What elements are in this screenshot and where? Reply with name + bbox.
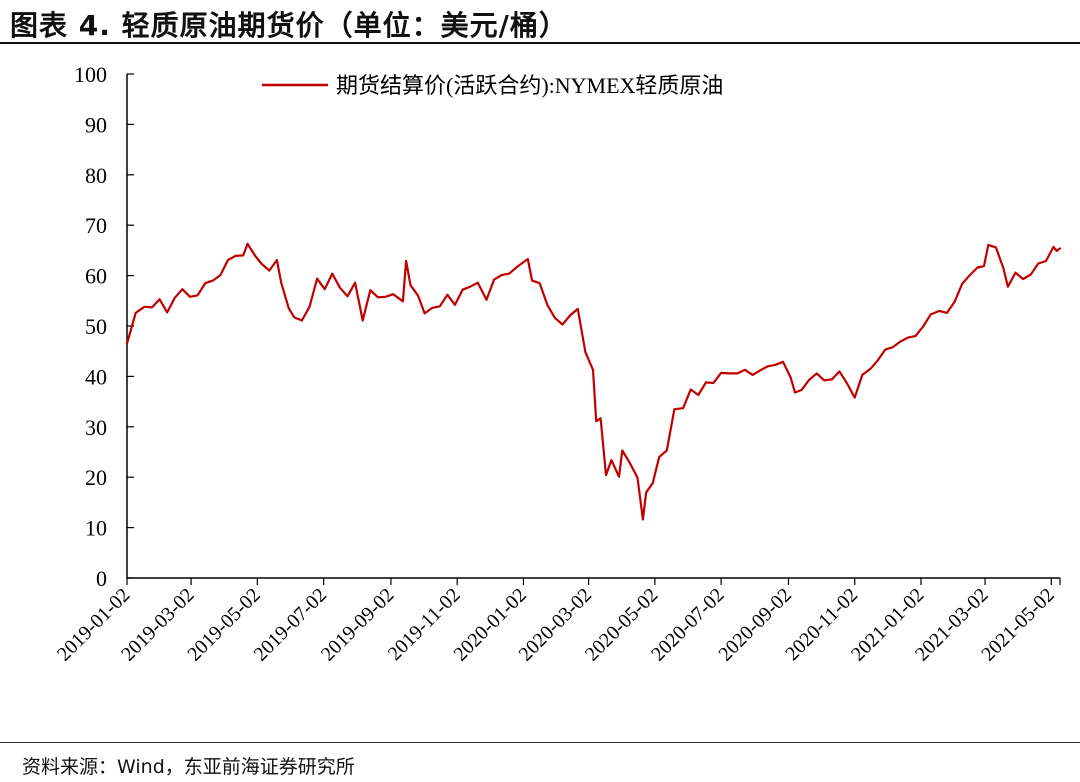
y-tick-label: 70 — [85, 213, 107, 238]
x-tick-label: 2021-05-02 — [977, 584, 1059, 666]
chart-area: 0 10 20 30 40 50 60 70 80 90 100 2019-01-02 2019-03-… — [0, 44, 1080, 734]
y-tick-label: 100 — [74, 62, 107, 87]
y-tick-label: 80 — [85, 163, 107, 188]
title-rule — [0, 42, 1080, 44]
y-tick-label: 90 — [85, 112, 107, 137]
y-tick-label: 40 — [85, 364, 107, 389]
figure-title: 图表 4. 轻质原油期货价（单位：美元/桶） — [10, 9, 568, 42]
legend-label: 期货结算价(活跃合约):NYMEX轻质原油 — [336, 73, 723, 98]
figure-header: 图表 4. 轻质原油期货价（单位：美元/桶） — [0, 0, 1080, 44]
line-chart: 01020304050607080901002019-01-022019-03-… — [53, 62, 1062, 666]
y-tick-label: 10 — [85, 516, 107, 541]
y-tick-label: 50 — [85, 314, 107, 339]
y-tick-label: 20 — [85, 465, 107, 490]
axes-layer: 01020304050607080901002019-01-022019-03-… — [53, 62, 1061, 666]
y-tick-label: 0 — [96, 566, 107, 591]
source-note: 资料来源：Wind，东亚前海证券研究所 — [22, 756, 355, 778]
y-tick-label: 30 — [85, 415, 107, 440]
footer-rule — [0, 742, 1080, 743]
series-layer — [125, 242, 1062, 521]
series-line-wti — [125, 242, 1062, 521]
y-tick-label: 60 — [85, 264, 107, 289]
legend: 期货结算价(活跃合约):NYMEX轻质原油 — [262, 73, 723, 98]
